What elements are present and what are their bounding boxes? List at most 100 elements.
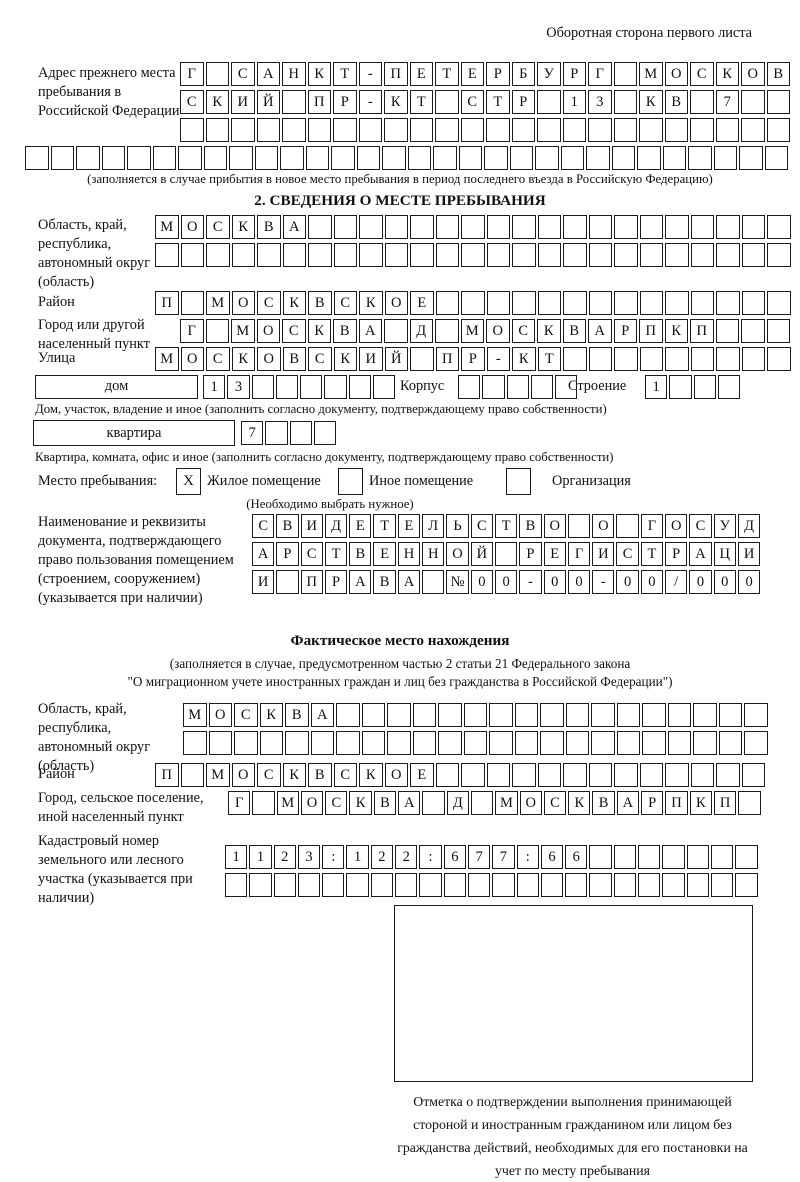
char-cell-filled[interactable]: Р [562, 62, 586, 86]
char-cell-filled[interactable]: 6 [540, 845, 564, 869]
char-cell-empty[interactable] [461, 243, 485, 267]
char-cell-filled[interactable]: У [537, 62, 561, 86]
char-cell-empty[interactable] [767, 347, 791, 371]
char-cell-filled[interactable]: Г [567, 542, 591, 566]
char-cell-filled[interactable]: 0 [567, 570, 591, 594]
char-cell-filled[interactable]: К [537, 319, 561, 343]
char-cell-filled[interactable]: С [206, 347, 230, 371]
char-cell-empty[interactable] [361, 703, 385, 727]
char-cell-filled[interactable]: 0 [470, 570, 493, 594]
char-cell-empty[interactable] [435, 763, 459, 787]
char-cell-filled[interactable]: М [183, 703, 207, 727]
char-cell-empty[interactable] [744, 731, 768, 755]
char-cell-filled[interactable]: № [446, 570, 469, 594]
char-cell-empty[interactable] [767, 291, 791, 315]
char-cell-empty[interactable] [348, 375, 372, 399]
char-cell-empty[interactable] [741, 763, 765, 787]
char-cell-filled[interactable]: О [256, 319, 280, 343]
char-cell-filled[interactable]: С [616, 542, 639, 566]
char-cell-filled[interactable]: Р [519, 542, 542, 566]
char-cell-empty[interactable] [614, 215, 638, 239]
char-cell-filled[interactable]: К [384, 90, 408, 114]
char-cell-filled[interactable]: А [256, 62, 280, 86]
char-cell-filled[interactable]: 2 [395, 845, 418, 869]
char-cell-empty[interactable] [461, 215, 485, 239]
char-cell-filled[interactable]: И [359, 347, 383, 371]
char-cell-empty[interactable] [101, 146, 125, 170]
char-cell-filled[interactable]: К [359, 291, 383, 315]
char-cell-filled[interactable]: Е [410, 291, 434, 315]
char-cell-empty[interactable] [370, 873, 394, 897]
char-cell-filled[interactable]: - [358, 90, 382, 114]
char-cell-filled[interactable]: Р [665, 542, 688, 566]
char-cell-empty[interactable] [639, 243, 663, 267]
char-cell-filled[interactable]: С [257, 763, 281, 787]
char-cell-empty[interactable] [693, 375, 716, 399]
char-cell-filled[interactable]: Й [384, 347, 408, 371]
char-cell-filled[interactable]: В [373, 791, 397, 815]
char-cell-filled[interactable]: 7 [467, 845, 491, 869]
char-cell-filled[interactable]: 2 [370, 845, 394, 869]
char-cell-filled[interactable]: Г [180, 319, 204, 343]
char-cell-empty[interactable] [540, 703, 564, 727]
char-cell-empty[interactable] [422, 570, 445, 594]
char-cell-empty[interactable] [407, 146, 431, 170]
char-cell-empty[interactable] [435, 319, 459, 343]
char-cell-filled[interactable]: М [206, 291, 230, 315]
char-cell-empty[interactable] [282, 243, 306, 267]
char-cell-empty[interactable] [669, 375, 692, 399]
char-cell-empty[interactable] [231, 118, 255, 142]
char-cell-empty[interactable] [690, 763, 714, 787]
char-cell-filled[interactable]: 1 [203, 375, 226, 399]
char-cell-empty[interactable] [537, 243, 561, 267]
char-cell-empty[interactable] [563, 347, 587, 371]
char-cell-filled[interactable]: С [257, 291, 281, 315]
char-cell-empty[interactable] [690, 118, 714, 142]
char-cell-filled[interactable]: Е [543, 542, 566, 566]
char-cell-filled[interactable]: 0 [737, 570, 761, 594]
char-cell-empty[interactable] [438, 731, 462, 755]
char-cell-empty[interactable] [639, 118, 663, 142]
char-cell-empty[interactable] [588, 763, 612, 787]
char-cell-filled[interactable]: 1 [225, 845, 248, 869]
char-cell-empty[interactable] [715, 319, 739, 343]
char-cell-empty[interactable] [300, 375, 323, 399]
char-cell-empty[interactable] [183, 731, 207, 755]
char-cell-filled[interactable]: Б [511, 62, 535, 86]
char-cell-filled[interactable]: 1 [645, 375, 668, 399]
char-cell-empty[interactable] [540, 731, 564, 755]
char-cell-filled[interactable]: К [689, 791, 712, 815]
char-cell-filled[interactable]: 3 [297, 845, 321, 869]
char-cell-empty[interactable] [588, 118, 612, 142]
char-cell-empty[interactable] [537, 215, 561, 239]
char-cell-filled[interactable]: Д [409, 319, 433, 343]
char-cell-empty[interactable] [690, 243, 714, 267]
char-cell-empty[interactable] [613, 845, 637, 869]
char-cell-empty[interactable] [280, 146, 304, 170]
char-cell-empty[interactable] [356, 146, 380, 170]
char-cell-filled[interactable]: К [231, 347, 255, 371]
char-cell-empty[interactable] [443, 873, 466, 897]
char-cell-filled[interactable]: А [616, 791, 640, 815]
char-cell-empty[interactable] [494, 542, 518, 566]
char-cell-empty[interactable] [614, 347, 638, 371]
char-cell-filled[interactable]: М [460, 319, 484, 343]
char-cell-filled[interactable]: Й [256, 90, 280, 114]
char-cell-empty[interactable] [614, 291, 638, 315]
char-cell-filled[interactable]: М [155, 215, 179, 239]
char-cell-empty[interactable] [637, 146, 661, 170]
char-cell-filled[interactable]: А [252, 542, 275, 566]
char-cell-empty[interactable] [180, 763, 204, 787]
char-cell-empty[interactable] [639, 215, 663, 239]
char-cell-empty[interactable] [715, 118, 739, 142]
char-cell-empty[interactable] [486, 763, 510, 787]
char-cell-filled[interactable]: П [713, 791, 737, 815]
char-cell-filled[interactable]: Т [486, 90, 510, 114]
char-cell-empty[interactable] [741, 291, 765, 315]
char-cell-empty[interactable] [384, 118, 408, 142]
char-cell-empty[interactable] [535, 146, 559, 170]
char-cell-empty[interactable] [333, 243, 357, 267]
char-cell-filled[interactable]: Ц [713, 542, 736, 566]
char-cell-empty[interactable] [540, 873, 564, 897]
char-cell-filled[interactable]: С [689, 514, 712, 538]
